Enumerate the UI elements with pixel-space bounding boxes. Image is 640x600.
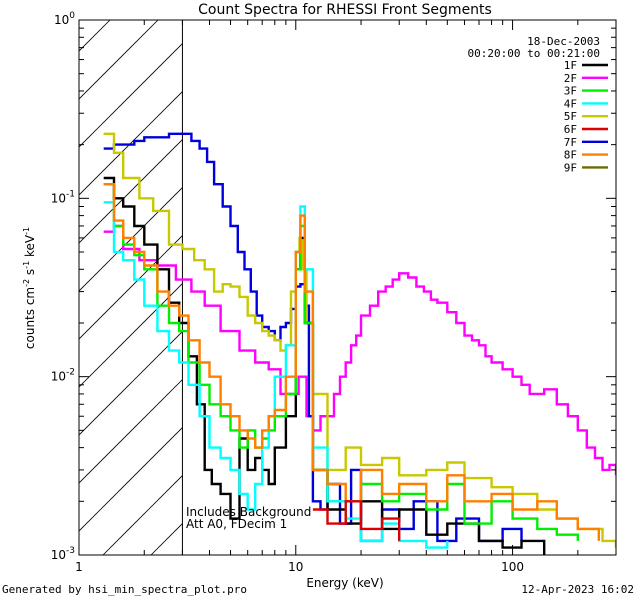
series-8F [103,183,600,541]
hatch-line [79,379,183,484]
legend-label-9F: 9F [564,161,577,174]
hatch-line [583,20,640,555]
chart-title: Count Spectra for RHESSI Front Segments [198,2,492,18]
legend-label-8F: 8F [564,149,577,162]
annotation-background: Includes Background [186,505,311,519]
series-5F [103,132,616,548]
legend-label-5F: 5F [564,110,577,123]
footer-timestamp: 12-Apr-2023 16:02 [521,583,634,596]
legend-label-7F: 7F [564,136,577,149]
series-4F [103,201,449,549]
x-tick-label: 10 [288,560,303,574]
date-label: 18-Dec-2003 [527,35,600,48]
hatch-line [79,283,183,388]
shaded-region [0,20,640,555]
hatch-line [631,20,640,555]
hatch-line [439,20,640,555]
y-tick-label: 10-1 [51,189,75,205]
series-2F [103,224,616,476]
hatch-line [79,235,183,340]
series-6F [312,500,401,541]
legend-label-2F: 2F [564,72,577,85]
hatch-line [535,20,640,555]
plot-frame [78,19,617,556]
hatch-line [79,43,183,148]
x-tick-label: 100 [501,560,524,574]
hatch-line [79,187,183,292]
hatch-line [79,91,183,196]
series-3F [103,183,579,541]
hatch-line [79,139,183,244]
legend-label-6F: 6F [564,123,577,136]
legend-label-3F: 3F [564,85,577,98]
hatch-line [79,20,111,52]
hatch-line [79,427,183,532]
hatch-line [295,20,640,555]
x-axis-label: Energy (keV) [306,576,383,590]
annotation-attenuator: Att A0, FDecim 1 [186,517,287,531]
y-axis-label: counts cm-2 s-1 keV-1 [22,227,37,349]
hatch-line [391,20,640,555]
series-7F [103,132,523,543]
y-tick-label: 100 [54,11,75,27]
y-tick-label: 10-3 [51,546,75,562]
hatch-line [0,20,14,555]
time-range-label: 00:20:00 to 00:21:00 [468,47,600,60]
footer-generated-by: Generated by hsi_min_spectra_plot.pro [2,583,248,596]
legend-label-1F: 1F [564,59,577,72]
x-tick-label: 1 [75,560,83,574]
hatch-line [102,475,183,555]
legend-label-4F: 4F [564,97,577,110]
y-tick-label: 10-2 [51,368,75,384]
